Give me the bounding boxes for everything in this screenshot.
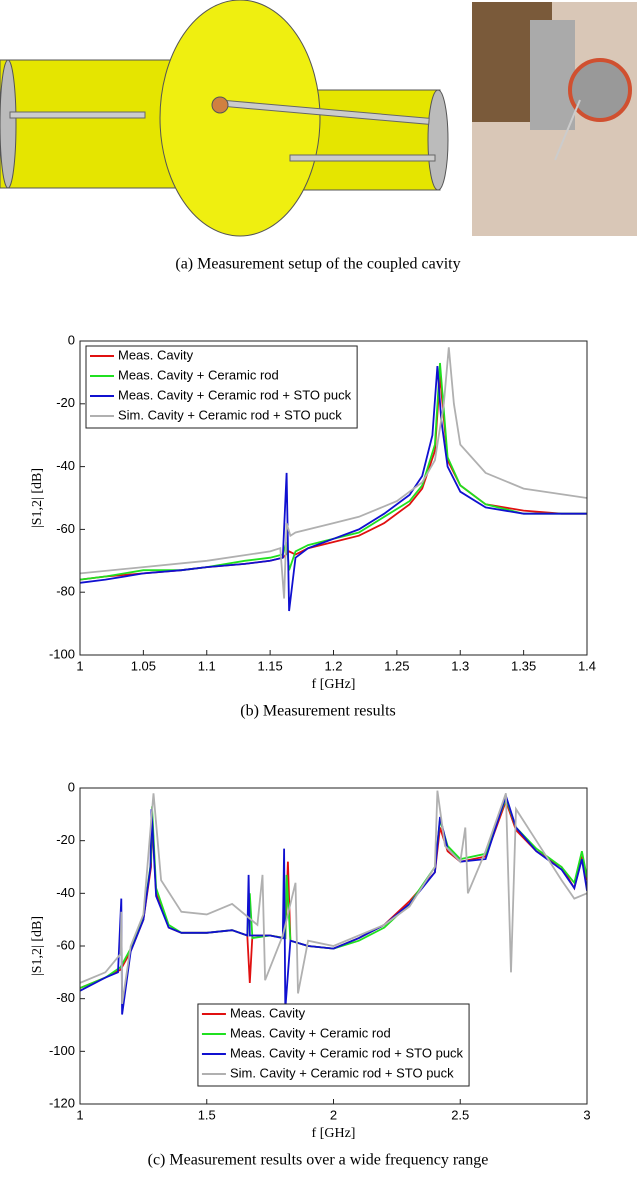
y-tick-label: -20	[56, 395, 75, 410]
caption: (a) Measurement setup of the coupled cav…	[175, 256, 460, 273]
y-axis-label: |S1,2| [dB]	[30, 468, 45, 528]
x-axis-label: f [GHz]	[312, 1126, 356, 1141]
x-tick-label: 1.2	[324, 658, 342, 673]
legend: Meas. Cavity Meas. Cavity + Ceramic rod Me…	[85, 345, 358, 429]
x-tick-label: 1.05	[131, 658, 156, 673]
y-tick-label: -60	[56, 937, 75, 952]
y-tick-label: -120	[49, 1095, 75, 1110]
series-line	[80, 792, 587, 1015]
x-tick-label: 1.5	[198, 1107, 216, 1122]
series-line	[80, 790, 587, 1005]
x-tick-label: 1	[76, 658, 83, 673]
legend-label: Meas. Cavity + Ceramic rod + STO puck	[118, 387, 352, 402]
x-tick-label: 1.1	[198, 658, 216, 673]
x-tick-label: 1.4	[578, 658, 596, 673]
x-tick-label: 2	[330, 1107, 337, 1122]
y-axis-label: |S1,2| [dB]	[30, 916, 45, 976]
y-tick-label: -100	[49, 1043, 75, 1058]
axes-frame	[79, 340, 588, 656]
legend-label: Meas. Cavity + Ceramic rod + STO puck	[230, 1045, 464, 1060]
legend-label: Meas. Cavity + Ceramic rod	[230, 1025, 391, 1040]
series-line	[80, 366, 587, 612]
legend-frame	[85, 345, 358, 429]
series-line	[80, 347, 587, 599]
x-tick-label: 1.25	[384, 658, 409, 673]
y-tick-label: -40	[56, 458, 75, 473]
x-tick-label: 1.3	[451, 658, 469, 673]
legend-label: Meas. Cavity	[118, 347, 194, 362]
y-tick-label: -20	[56, 832, 75, 847]
y-tick-label: 0	[68, 779, 75, 794]
y-tick-label: -100	[49, 646, 75, 661]
legend: Meas. Cavity Meas. Cavity + Ceramic rod Me…	[197, 1003, 470, 1087]
y-tick-label: -80	[56, 584, 75, 599]
cavity-render	[0, 0, 449, 237]
x-tick-label: 1	[76, 1107, 83, 1122]
y-tick-label: -40	[56, 885, 75, 900]
caption: (c) Measurement results over a wide freq…	[148, 1152, 489, 1169]
y-tick-label: -80	[56, 990, 75, 1005]
caption: (b) Measurement results	[240, 703, 396, 720]
x-tick-label: 3	[583, 1107, 590, 1122]
setup-photo	[472, 2, 637, 236]
x-tick-label: 1.35	[511, 658, 536, 673]
legend-label: Meas. Cavity	[230, 1005, 306, 1020]
x-tick-label: 2.5	[451, 1107, 469, 1122]
legend-frame	[197, 1003, 470, 1087]
y-tick-label: -60	[56, 521, 75, 536]
x-tick-label: 1.15	[257, 658, 282, 673]
x-axis-label: f [GHz]	[312, 677, 356, 692]
legend-label: Meas. Cavity + Ceramic rod	[118, 367, 279, 382]
y-tick-label: 0	[68, 332, 75, 347]
legend-label: Sim. Cavity + Ceramic rod + STO puck	[118, 407, 342, 422]
axes-frame	[79, 787, 588, 1105]
legend-label: Sim. Cavity + Ceramic rod + STO puck	[230, 1065, 454, 1080]
